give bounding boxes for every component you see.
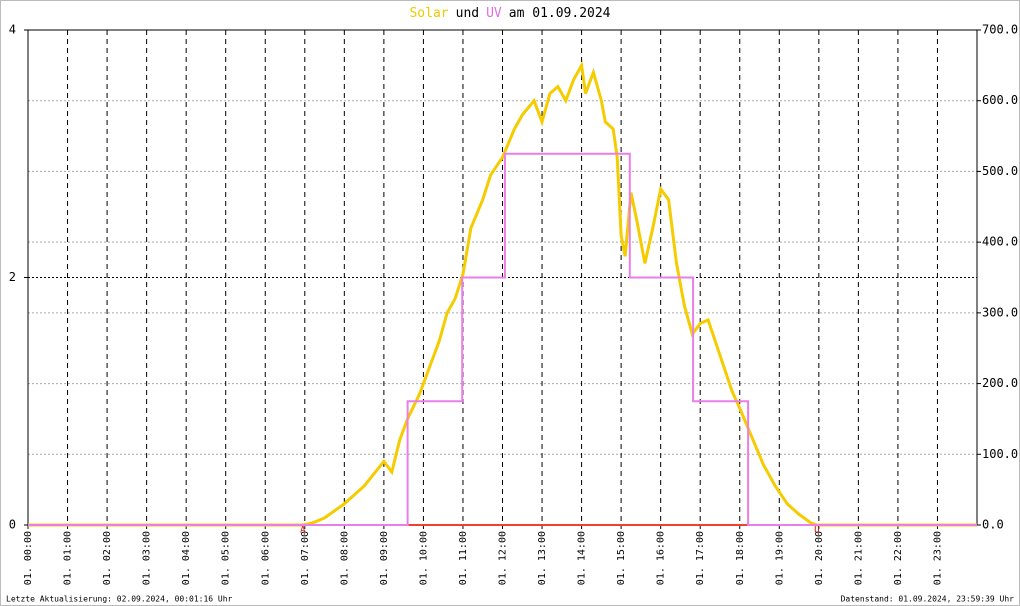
x-tick-label: 01. 16:00 <box>656 531 667 585</box>
y2-tick-label: 300.0 <box>982 305 1018 319</box>
x-tick-label: 01. 19:00 <box>774 531 785 585</box>
chart-title: Solar und UV am 01.09.2024 <box>409 6 610 21</box>
x-tick-label: 01. 00:00 <box>23 531 34 585</box>
x-tick-label: 01. 02:00 <box>102 531 113 585</box>
x-tick-label: 01. 06:00 <box>260 531 271 585</box>
x-tick-label: 01. 08:00 <box>339 531 350 585</box>
y2-tick-label: 500.0 <box>982 164 1018 178</box>
x-tick-label: 01. 18:00 <box>735 531 746 585</box>
x-tick-label: 01. 22:00 <box>893 531 904 585</box>
x-tick-label: 01. 03:00 <box>142 531 153 585</box>
title-part: am 01.09.2024 <box>509 6 611 21</box>
footer-left: Letzte Aktualisierung: 02.09.2024, 00:01… <box>6 595 233 604</box>
x-tick-label: 01. 05:00 <box>221 531 232 585</box>
x-tick-label: 01. 20:00 <box>814 531 825 585</box>
y2-tick-label: 0.0 <box>982 518 1004 532</box>
title-part: UV <box>486 6 502 21</box>
series-line <box>28 152 977 526</box>
y2-tick-label: 600.0 <box>982 93 1018 107</box>
title-part: Solar <box>409 6 448 21</box>
x-tick-label: 01. 23:00 <box>932 531 943 585</box>
footer-right: Datenstand: 01.09.2024, 23:59:39 Uhr <box>841 595 1015 604</box>
x-tick-label: 01. 14:00 <box>577 531 588 585</box>
title-part: und <box>456 6 479 21</box>
y2-tick-label: 400.0 <box>982 235 1018 249</box>
x-tick-label: 01. 10:00 <box>418 531 429 585</box>
x-tick-label: 01. 04:00 <box>181 531 192 585</box>
x-tick-label: 01. 01:00 <box>63 531 74 585</box>
x-tick-label: 01. 07:00 <box>300 531 311 585</box>
x-tick-label: 01. 11:00 <box>458 531 469 585</box>
x-tick-label: 01. 13:00 <box>537 531 548 585</box>
y2-tick-label: 200.0 <box>982 376 1018 390</box>
series-line <box>28 60 977 527</box>
x-tick-label: 01. 09:00 <box>379 531 390 585</box>
y2-tick-label: 700.0 <box>982 23 1018 37</box>
x-tick-label: 01. 21:00 <box>853 531 864 585</box>
x-tick-label: 01. 15:00 <box>616 531 627 585</box>
annotation: U <box>814 526 819 536</box>
x-tick-label: 01. 17:00 <box>695 531 706 585</box>
y2-tick-label: 100.0 <box>982 447 1018 461</box>
annotation: A <box>300 526 306 536</box>
x-tick-label: 01. 12:00 <box>498 531 509 585</box>
y-tick-label: 0 <box>9 518 16 532</box>
y-tick-label: 4 <box>9 23 16 37</box>
y-tick-label: 2 <box>9 270 16 284</box>
